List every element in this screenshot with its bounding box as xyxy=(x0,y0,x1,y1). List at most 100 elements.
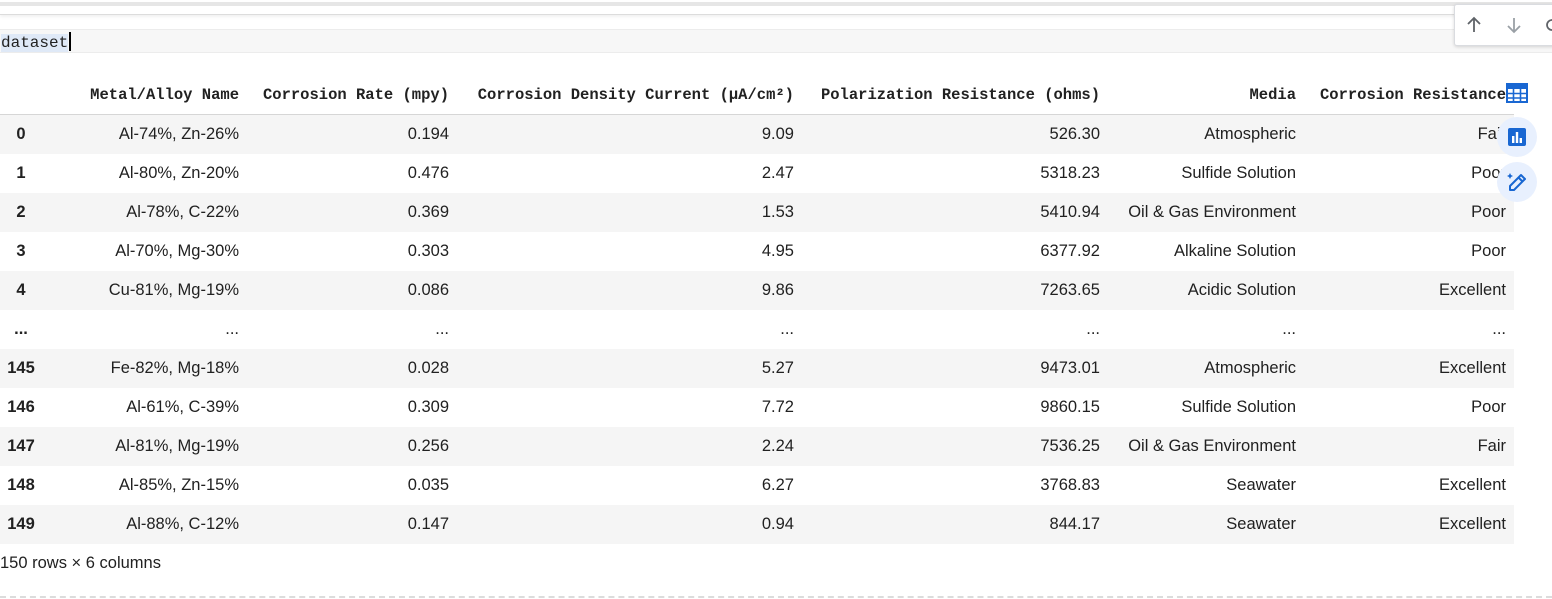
table-row: 147 Al-81%, Mg-19% 0.256 2.24 7536.25 Oil & G… xyxy=(0,427,1514,466)
corrosion-resistance-cell: Poor xyxy=(1304,154,1514,193)
table-row: 4 Cu-81%, Mg-19% 0.086 9.86 7263.65 Acidic So… xyxy=(0,271,1514,310)
table-row: ..................... xyxy=(0,310,1514,349)
row-index: 149 xyxy=(0,505,42,544)
code-cell-editor[interactable]: dataset xyxy=(0,29,1552,53)
current-density-cell: 7.72 xyxy=(457,388,802,427)
row-index: 1 xyxy=(0,154,42,193)
media-cell: Sulfide Solution xyxy=(1108,388,1304,427)
current-density-cell: ... xyxy=(457,310,802,349)
suggest-charts-button[interactable] xyxy=(1497,117,1537,157)
move-cell-up-button[interactable] xyxy=(1460,11,1488,39)
media-cell: Atmospheric xyxy=(1108,349,1304,388)
current-density-cell: 0.94 xyxy=(457,505,802,544)
alloy-name-cell: Al-80%, Zn-20% xyxy=(42,154,247,193)
link-cell-button[interactable] xyxy=(1537,11,1552,39)
corrosion-rate-cell: ... xyxy=(247,310,457,349)
arrow-up-icon xyxy=(1467,16,1481,32)
current-density-cell: 9.09 xyxy=(457,114,802,154)
move-cell-down-button[interactable] xyxy=(1500,11,1528,39)
alloy-name-cell: Al-61%, C-39% xyxy=(42,388,247,427)
polarization-resistance-cell: 6377.92 xyxy=(802,232,1108,271)
corrosion-rate-cell: 0.194 xyxy=(247,114,457,154)
table-row: 148 Al-85%, Zn-15% 0.035 6.27 3768.83 Seawate… xyxy=(0,466,1514,505)
link-icon xyxy=(1546,19,1552,31)
arrow-down-icon xyxy=(1507,18,1521,34)
table-row: 145 Fe-82%, Mg-18% 0.028 5.27 9473.01 Atmosph… xyxy=(0,349,1514,388)
alloy-name-cell: Cu-81%, Mg-19% xyxy=(42,271,247,310)
corrosion-resistance-cell: Poor xyxy=(1304,388,1514,427)
media-cell: Seawater xyxy=(1108,505,1304,544)
column-header: Metal/Alloy Name xyxy=(42,75,247,115)
row-index: 146 xyxy=(0,388,42,427)
column-header: Corrosion Resistance xyxy=(1304,75,1514,115)
alloy-name-cell: Fe-82%, Mg-18% xyxy=(42,349,247,388)
table-row: 149 Al-88%, C-12% 0.147 0.94 844.17 Seawater E… xyxy=(0,505,1514,544)
bar-chart-icon xyxy=(1508,128,1526,146)
column-header: Polarization Resistance (ohms) xyxy=(802,75,1108,115)
corrosion-rate-cell: 0.303 xyxy=(247,232,457,271)
row-index: 147 xyxy=(0,427,42,466)
current-density-cell: 2.47 xyxy=(457,154,802,193)
media-cell: Atmospheric xyxy=(1108,114,1304,154)
current-density-cell: 9.86 xyxy=(457,271,802,310)
column-header xyxy=(0,75,42,115)
polarization-resistance-cell: ... xyxy=(802,310,1108,349)
current-density-cell: 1.53 xyxy=(457,193,802,232)
polarization-resistance-cell: 7536.25 xyxy=(802,427,1108,466)
media-cell: Oil & Gas Environment xyxy=(1108,193,1304,232)
table-row: 2 Al-78%, C-22% 0.369 1.53 5410.94 Oil & Gas … xyxy=(0,193,1514,232)
table-row: 0 Al-74%, Zn-26% 0.194 9.09 526.30 Atmospheri… xyxy=(0,114,1514,154)
corrosion-resistance-cell: ... xyxy=(1304,310,1514,349)
row-index: ... xyxy=(0,310,42,349)
corrosion-rate-cell: 0.086 xyxy=(247,271,457,310)
dataframe-table: Metal/Alloy Name Corrosion Rate (mpy) Co… xyxy=(0,75,1514,544)
row-index: 0 xyxy=(0,114,42,154)
alloy-name-cell: Al-85%, Zn-15% xyxy=(42,466,247,505)
row-index: 4 xyxy=(0,271,42,310)
polarization-resistance-cell: 526.30 xyxy=(802,114,1108,154)
column-header: Corrosion Rate (mpy) xyxy=(247,75,457,115)
cell-toolbar xyxy=(1454,4,1552,46)
alloy-name-cell: Al-88%, C-12% xyxy=(42,505,247,544)
cell-divider xyxy=(0,596,1552,598)
table-row: 3 Al-70%, Mg-30% 0.303 4.95 6377.92 Alkaline … xyxy=(0,232,1514,271)
current-density-cell: 6.27 xyxy=(457,466,802,505)
row-index: 3 xyxy=(0,232,42,271)
corrosion-resistance-cell: Fair xyxy=(1304,427,1514,466)
row-index: 2 xyxy=(0,193,42,232)
alloy-name-cell: ... xyxy=(42,310,247,349)
column-header: Corrosion Density Current (µA/cm²) xyxy=(457,75,802,115)
text-caret xyxy=(69,32,71,51)
code-editor-text[interactable]: dataset xyxy=(1,32,71,52)
alloy-name-cell: Al-81%, Mg-19% xyxy=(42,427,247,466)
corrosion-resistance-cell: Poor xyxy=(1304,232,1514,271)
media-cell: Sulfide Solution xyxy=(1108,154,1304,193)
corrosion-resistance-cell: Fair xyxy=(1304,114,1514,154)
row-index: 148 xyxy=(0,466,42,505)
media-cell: Alkaline Solution xyxy=(1108,232,1304,271)
row-index: 145 xyxy=(0,349,42,388)
current-density-cell: 5.27 xyxy=(457,349,802,388)
media-cell: Acidic Solution xyxy=(1108,271,1304,310)
generate-code-button[interactable] xyxy=(1497,162,1537,202)
alloy-name-cell: Al-74%, Zn-26% xyxy=(42,114,247,154)
alloy-name-cell: Al-70%, Mg-30% xyxy=(42,232,247,271)
corrosion-rate-cell: 0.147 xyxy=(247,505,457,544)
polarization-resistance-cell: 5318.23 xyxy=(802,154,1108,193)
polarization-resistance-cell: 9473.01 xyxy=(802,349,1108,388)
corrosion-rate-cell: 0.256 xyxy=(247,427,457,466)
table-icon xyxy=(1506,83,1528,103)
corrosion-rate-cell: 0.035 xyxy=(247,466,457,505)
media-cell: Seawater xyxy=(1108,466,1304,505)
dataframe-shape-text: 150 rows × 6 columns xyxy=(0,554,161,572)
current-density-cell: 4.95 xyxy=(457,232,802,271)
current-density-cell: 2.24 xyxy=(457,427,802,466)
convert-to-interactive-table-button[interactable] xyxy=(1497,73,1537,113)
polarization-resistance-cell: 5410.94 xyxy=(802,193,1108,232)
corrosion-rate-cell: 0.476 xyxy=(247,154,457,193)
corrosion-resistance-cell: Excellent xyxy=(1304,349,1514,388)
media-cell: ... xyxy=(1108,310,1304,349)
corrosion-resistance-cell: Excellent xyxy=(1304,505,1514,544)
table-row: 146 Al-61%, C-39% 0.309 7.72 9860.15 Sulfide … xyxy=(0,388,1514,427)
polarization-resistance-cell: 844.17 xyxy=(802,505,1108,544)
